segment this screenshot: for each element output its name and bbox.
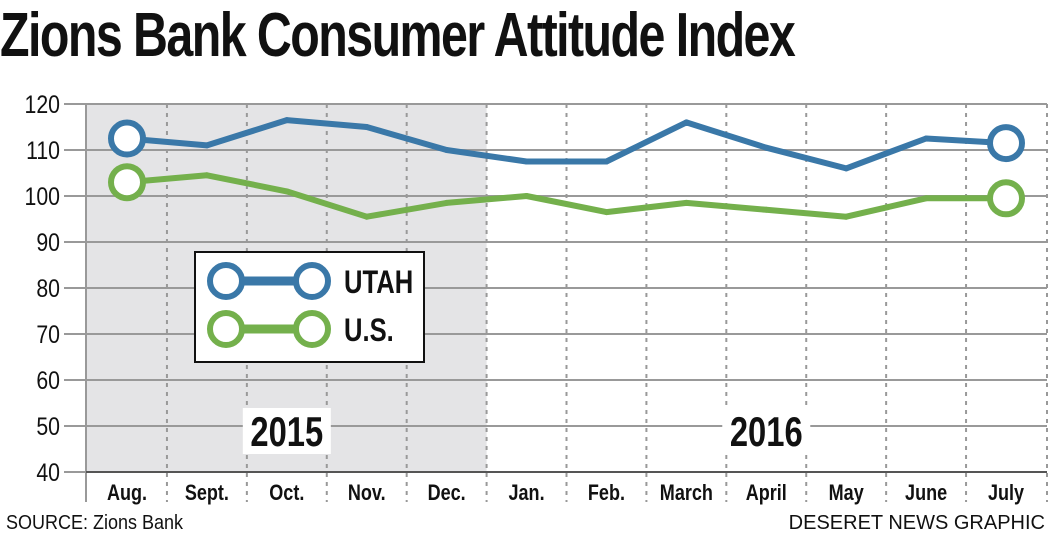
data-point — [763, 144, 770, 151]
legend-swatch-marker — [207, 310, 245, 348]
data-point — [363, 124, 370, 130]
y-tick-label: 90 — [36, 228, 60, 256]
data-point — [523, 158, 530, 165]
year-labels: 2015 2016 — [242, 408, 811, 455]
endpoint-marker — [108, 119, 146, 158]
data-point — [763, 206, 770, 213]
x-tick-label: Feb. — [588, 481, 625, 505]
x-tick-label: Nov. — [348, 481, 386, 505]
series-line-0 — [124, 117, 1009, 172]
data-point — [603, 209, 610, 216]
y-tick-label: 50 — [36, 412, 60, 440]
data-point — [443, 147, 450, 153]
x-tick-label: Jan. — [508, 481, 544, 505]
data-point — [523, 193, 530, 199]
chart-title: Zions Bank Consumer Attitude Index — [0, 1, 796, 70]
x-tick-label: April — [746, 481, 787, 505]
source-note: SOURCE: Zions Bank — [6, 512, 184, 534]
series-line-1 — [124, 172, 1009, 220]
legend-swatch-marker — [207, 262, 245, 300]
endpoint-marker — [987, 124, 1025, 163]
data-point — [923, 195, 930, 202]
y-tick-label: 110 — [26, 136, 60, 164]
year-label: 2015 — [250, 408, 323, 455]
legend-label: U.S. — [344, 313, 394, 348]
data-point — [203, 172, 210, 179]
y-tick-label: 40 — [36, 458, 60, 486]
y-tick-label: 80 — [36, 274, 60, 302]
data-point — [843, 165, 850, 172]
legend: UTAH U.S. — [194, 251, 425, 363]
y-tick-label: 70 — [36, 320, 60, 348]
endpoint-marker — [987, 179, 1025, 218]
x-tick-label: July — [988, 481, 1025, 505]
y-tick-label: 120 — [25, 90, 60, 118]
y-axis-ticks: 40 50 60 70 80 90 100 110 120 — [25, 90, 60, 486]
legend-swatch-marker — [293, 310, 331, 348]
data-point — [683, 199, 690, 206]
data-point — [363, 213, 370, 220]
legend-label: UTAH — [344, 265, 413, 300]
data-point — [283, 117, 290, 124]
data-point — [443, 199, 450, 206]
data-point — [923, 135, 930, 142]
legend-swatch-marker — [293, 262, 331, 300]
data-point — [603, 158, 610, 165]
data-point — [283, 188, 290, 195]
x-tick-label: Dec. — [428, 481, 466, 505]
series-lines — [108, 117, 1025, 220]
x-axis-ticks: Aug. Sept. Oct. Nov. Dec. Jan. Feb. March April M… — [107, 481, 1025, 505]
x-tick-label: Aug. — [107, 481, 147, 505]
x-tick-label: Oct. — [269, 481, 304, 505]
year-label-bg — [242, 408, 331, 454]
x-tick-label: March — [660, 481, 713, 505]
data-point — [203, 142, 210, 149]
data-point — [843, 213, 850, 220]
x-tick-label: Sept. — [185, 481, 229, 505]
y-tick-label: 60 — [36, 366, 60, 394]
year-label-bg — [722, 408, 811, 454]
year-label: 2016 — [730, 408, 803, 455]
data-point — [683, 119, 690, 126]
x-tick-label: June — [905, 481, 947, 505]
endpoint-marker — [108, 163, 146, 202]
y-tick-label: 100 — [25, 182, 60, 210]
x-tick-label: May — [829, 481, 865, 505]
graphic-credit: DESERET NEWS GRAPHIC — [788, 512, 1045, 534]
